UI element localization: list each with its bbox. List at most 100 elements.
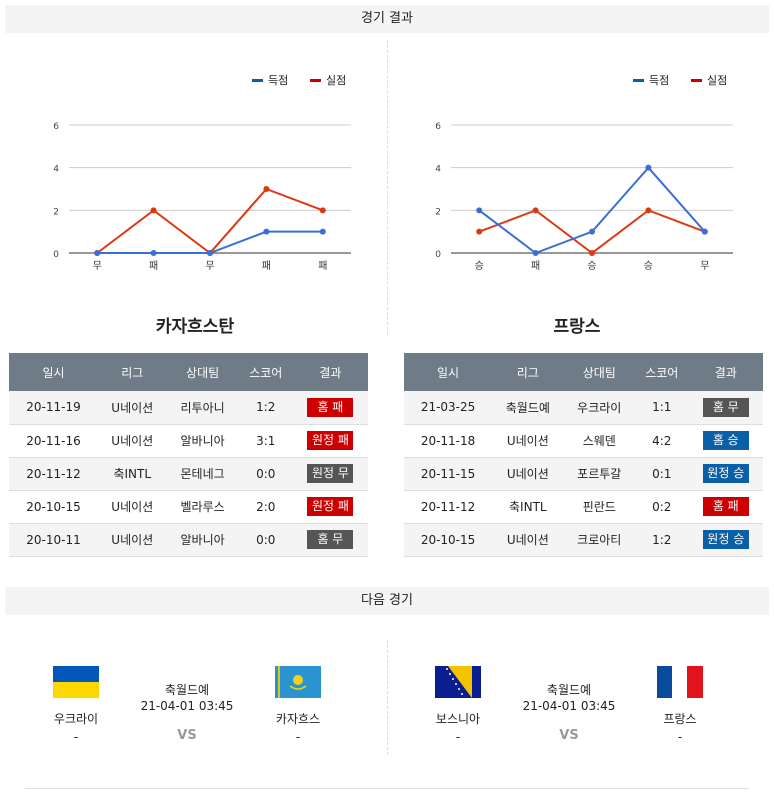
result-badge: 원정 패 bbox=[307, 431, 354, 450]
table-row: 20-11-19 U네이션 리투아니 1:2 홈 패 bbox=[9, 391, 368, 425]
data-point bbox=[645, 164, 652, 171]
cell: 0:1 bbox=[634, 457, 689, 491]
cell: U네이션 bbox=[98, 523, 167, 557]
column-header: 결과 bbox=[688, 353, 763, 391]
home-score: - bbox=[73, 730, 79, 744]
data-point bbox=[319, 207, 326, 214]
cell: 축월드예 bbox=[492, 391, 564, 425]
data-point bbox=[701, 228, 708, 235]
away-score: - bbox=[677, 730, 683, 744]
data-point bbox=[589, 228, 595, 235]
table-row: 21-03-25 축월드예 우크라이 1:1 홈 무 bbox=[404, 391, 763, 425]
cell: U네이션 bbox=[492, 523, 564, 557]
cell: 20-10-11 bbox=[9, 523, 99, 557]
data-point bbox=[207, 250, 213, 256]
x-tick-label: 무 bbox=[700, 261, 709, 272]
data-point bbox=[94, 250, 101, 256]
cell: 20-10-15 bbox=[9, 490, 99, 524]
match-datetime: 21-04-01 03:45 bbox=[522, 699, 616, 713]
divider bbox=[387, 40, 388, 335]
cell: 리투아니 bbox=[166, 391, 239, 425]
cell: 20-11-16 bbox=[9, 424, 99, 458]
bottom-divider bbox=[25, 788, 749, 789]
column-header: 상대팀 bbox=[563, 353, 635, 391]
data-point bbox=[263, 228, 270, 235]
series-line-conceded bbox=[96, 187, 324, 255]
y-tick-label: 6 bbox=[435, 122, 441, 132]
cell: U네이션 bbox=[98, 490, 167, 524]
column-header: 리그 bbox=[492, 353, 564, 391]
table-header: 일시 리그 상대팀 스코어 결과 bbox=[9, 353, 368, 391]
divider bbox=[387, 640, 388, 755]
next-match-2: 보스니아 - 축월드예 21-04-01 03:45 VS 프랑스 - bbox=[387, 660, 774, 760]
table-row: 20-10-11 U네이션 알바니아 0:0 홈 무 bbox=[9, 523, 368, 557]
result-badge: 홈 패 bbox=[307, 397, 354, 417]
ukraine-flag-icon bbox=[53, 666, 99, 698]
cell: 우크라이 bbox=[563, 391, 635, 425]
home-team: 보스니아 bbox=[435, 712, 481, 726]
column-header: 상대팀 bbox=[166, 353, 239, 391]
x-tick-label: 무 bbox=[205, 261, 214, 272]
table-row: 20-11-12 축INTL 몬테네그 0:0 원정 무 bbox=[9, 457, 368, 491]
column-header: 결과 bbox=[292, 353, 368, 391]
column-header: 리그 bbox=[98, 353, 167, 391]
cell: 스웨덴 bbox=[563, 424, 635, 458]
kazakhstan-flag-icon bbox=[275, 666, 321, 698]
cell: 몬테네그 bbox=[166, 457, 239, 491]
result-badge: 원정 승 bbox=[702, 464, 749, 483]
data-point bbox=[150, 207, 157, 214]
cell: U네이션 bbox=[98, 391, 167, 425]
cell: 0:0 bbox=[238, 457, 293, 491]
table-row: 20-11-15 U네이션 포르투갈 0:1 원정 승 bbox=[404, 457, 763, 491]
y-tick-label: 2 bbox=[435, 207, 441, 217]
france-flag-icon bbox=[657, 666, 703, 698]
cell: 20-11-15 bbox=[404, 457, 493, 491]
cell: 3:1 bbox=[238, 424, 293, 458]
cell: 20-11-12 bbox=[404, 490, 493, 524]
result-badge: 홈 승 bbox=[702, 431, 749, 450]
vs-label: VS bbox=[177, 728, 197, 743]
table-row: 20-11-12 축INTL 핀란드 0:2 홈 패 bbox=[404, 490, 763, 524]
cell: 축INTL bbox=[492, 490, 564, 524]
cell: 크로아티 bbox=[563, 523, 635, 557]
away-team: 프랑스 bbox=[663, 712, 697, 726]
cell: U네이션 bbox=[492, 424, 564, 458]
x-tick-label: 승 bbox=[587, 260, 596, 272]
x-tick-label: 패 bbox=[318, 260, 327, 272]
cell: 1:1 bbox=[634, 391, 689, 425]
cell: 벨라루스 bbox=[166, 490, 239, 524]
results-header: 경기 결과 bbox=[5, 5, 769, 33]
data-point bbox=[263, 186, 270, 192]
cell: 0:2 bbox=[634, 490, 689, 524]
x-tick-label: 패 bbox=[149, 260, 158, 272]
column-header: 일시 bbox=[9, 353, 99, 391]
table-row: 20-10-15 U네이션 크로아티 1:2 원정 승 bbox=[404, 523, 763, 557]
cell: 20-11-18 bbox=[404, 424, 493, 458]
legend-swatch-scored bbox=[633, 79, 644, 82]
cell: 알바니아 bbox=[166, 424, 239, 458]
cell: 21-03-25 bbox=[404, 391, 493, 425]
cell: 알바니아 bbox=[166, 523, 239, 557]
x-tick-label: 패 bbox=[531, 260, 540, 272]
cell: 핀란드 bbox=[563, 490, 635, 524]
league: 축월드예 bbox=[164, 683, 210, 697]
data-point bbox=[476, 207, 483, 214]
cell: 포르투갈 bbox=[563, 457, 635, 491]
bosnia-flag-icon bbox=[435, 666, 481, 698]
column-header: 스코어 bbox=[634, 353, 689, 391]
y-tick-label: 6 bbox=[53, 122, 59, 132]
results-table-kazakhstan: 일시 리그 상대팀 스코어 결과 20-11-19 U네이션 리투아니 1:2 홈 패 20-11-… bbox=[9, 353, 368, 557]
data-point bbox=[476, 228, 483, 235]
team-title-france: 프랑스 bbox=[553, 317, 601, 337]
x-tick-label: 패 bbox=[262, 260, 271, 272]
home-score: - bbox=[455, 730, 461, 744]
legend-label-conceded: 실점 bbox=[707, 74, 727, 87]
away-score: - bbox=[295, 730, 301, 744]
x-tick-label: 승 bbox=[475, 260, 484, 272]
result-badge: 원정 승 bbox=[702, 530, 749, 549]
cell: 20-10-15 bbox=[404, 523, 493, 557]
legend-label-scored: 득점 bbox=[649, 74, 669, 87]
x-tick-label: 무 bbox=[93, 261, 102, 272]
cell: 2:0 bbox=[238, 490, 293, 524]
team-title-kazakhstan: 카자흐스탄 bbox=[155, 317, 235, 337]
